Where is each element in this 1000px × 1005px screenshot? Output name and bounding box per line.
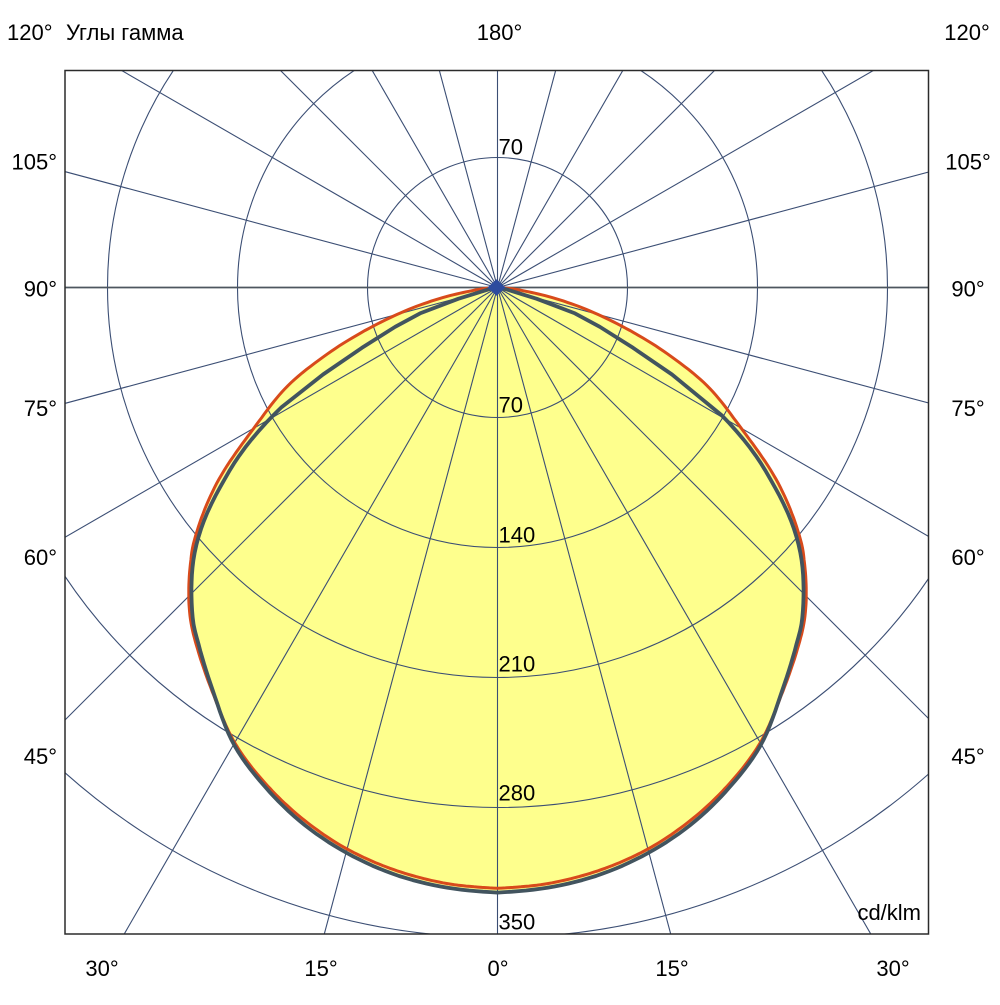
svg-text:cd/klm: cd/klm	[857, 900, 921, 925]
svg-text:60°: 60°	[951, 545, 984, 570]
svg-text:70: 70	[499, 393, 523, 418]
svg-text:45°: 45°	[951, 744, 984, 769]
svg-text:45°: 45°	[24, 744, 57, 769]
svg-text:75°: 75°	[24, 396, 57, 421]
svg-text:105°: 105°	[11, 150, 57, 175]
svg-text:30°: 30°	[876, 956, 909, 981]
svg-text:350: 350	[499, 910, 536, 935]
svg-text:60°: 60°	[24, 545, 57, 570]
svg-text:15°: 15°	[655, 956, 688, 981]
svg-text:15°: 15°	[304, 956, 337, 981]
svg-text:120°: 120°	[7, 20, 53, 45]
svg-text:280: 280	[499, 781, 536, 806]
svg-text:75°: 75°	[951, 396, 984, 421]
svg-text:180°: 180°	[477, 20, 523, 45]
svg-text:140: 140	[499, 523, 536, 548]
svg-text:90°: 90°	[24, 277, 57, 302]
svg-text:120°: 120°	[944, 20, 990, 45]
svg-text:210: 210	[499, 652, 536, 677]
svg-text:105°: 105°	[945, 150, 991, 175]
svg-text:0°: 0°	[487, 956, 508, 981]
svg-text:30°: 30°	[85, 956, 118, 981]
svg-text:Углы гамма: Углы гамма	[66, 20, 184, 45]
svg-text:90°: 90°	[951, 277, 984, 302]
svg-text:70: 70	[499, 135, 523, 160]
